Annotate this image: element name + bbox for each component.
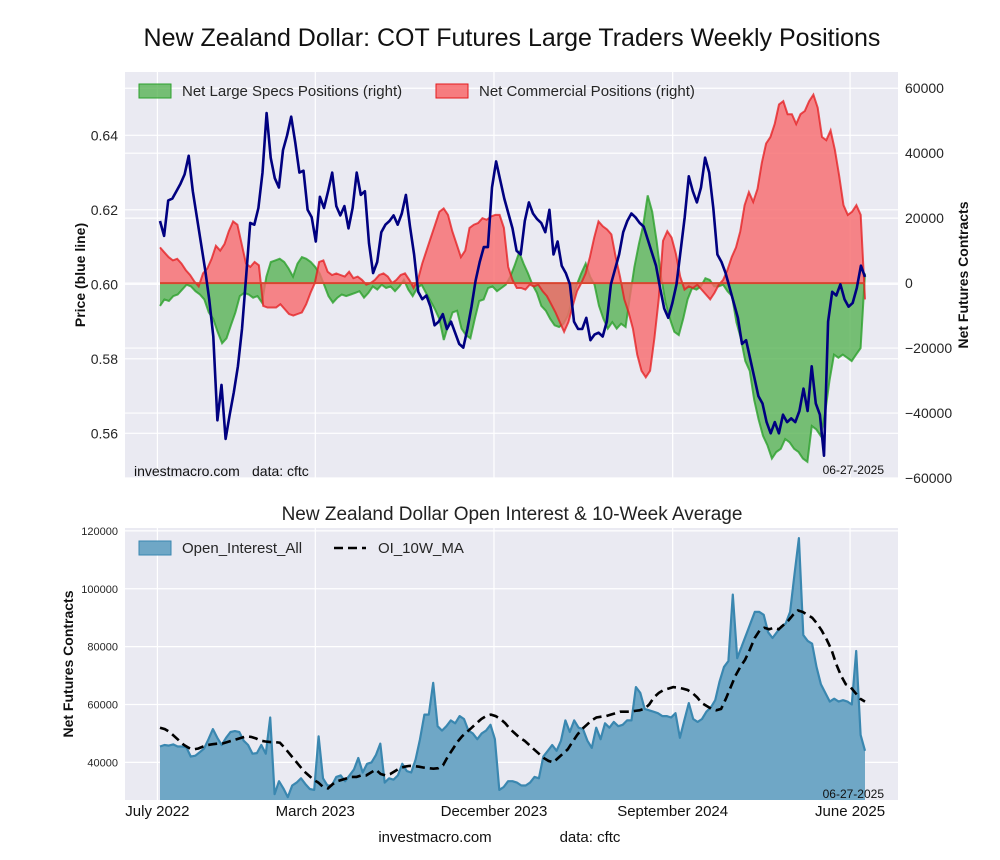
x-tick-label: March 2023: [276, 803, 355, 820]
main-title: New Zealand Dollar: COT Futures Large Tr…: [144, 24, 881, 52]
open-interest-tick-label: 60000: [87, 700, 118, 712]
net-contracts-tick-label: 40000: [905, 145, 944, 161]
open-interest-tick-label: 120000: [81, 526, 118, 538]
price-tick-label: 0.56: [91, 425, 118, 441]
net-contracts-axis-ticks: 60000 40000 20000 0 −20000 −40000 −60000: [905, 80, 952, 486]
open-interest-tick-label: 40000: [87, 757, 118, 769]
price-tick-label: 0.58: [91, 351, 118, 367]
footer-data: data: cftc: [560, 829, 621, 846]
legend-swatch-specs: [138, 83, 172, 99]
open-interest-area-group: [159, 537, 867, 800]
price-axis-ticks: 0.56 0.58 0.60 0.62 0.64: [91, 127, 118, 441]
price-line: [158, 111, 867, 457]
x-tick-label: December 2023: [441, 803, 548, 820]
x-tick-label: June 2025: [815, 803, 885, 820]
price-axis-label: Price (blue line): [72, 223, 88, 327]
open-interest-y-ticks: 120000 100000 80000 60000 40000: [81, 526, 118, 769]
legend-swatch-commercial: [435, 83, 469, 99]
open-interest-legend: Open_Interest_All OI_10W_MA: [138, 540, 464, 557]
net-contracts-tick-label: −40000: [905, 405, 952, 421]
x-tick-label: September 2024: [617, 803, 728, 820]
open-interest-line: [159, 537, 867, 799]
legend-swatch-oi: [138, 540, 172, 556]
price-line-group: [158, 111, 867, 457]
open-interest-axis-label: Net Futures Contracts: [60, 590, 76, 737]
commercial-area: [160, 94, 865, 378]
open-interest-title: New Zealand Dollar Open Interest & 10-We…: [282, 504, 743, 525]
positions-areas: [159, 92, 866, 464]
open-interest-tick-label: 100000: [81, 584, 118, 596]
positions-legend: Net Large Specs Positions (right) Net Co…: [138, 83, 695, 100]
net-contracts-tick-label: −20000: [905, 340, 952, 356]
x-tick-label: July 2022: [125, 803, 189, 820]
net-contracts-axis-label: Net Futures Contracts: [955, 201, 971, 348]
source-site-note: investmacro.com: [134, 463, 240, 479]
legend-label-commercial: Net Commercial Positions (right): [479, 83, 695, 100]
open-interest-chart: New Zealand Dollar Open Interest & 10-We…: [60, 504, 898, 820]
source-data-note: data: cftc: [252, 463, 309, 479]
net-contracts-tick-label: −60000: [905, 470, 952, 486]
moving-average-group: [159, 609, 866, 790]
specs-area: [160, 195, 865, 462]
open-interest-area: [160, 538, 865, 800]
open-interest-date-note: 06-27-2025: [823, 787, 885, 801]
legend-label-ma: OI_10W_MA: [378, 540, 464, 557]
x-axis-ticks: July 2022 March 2023 December 2023 Septembe…: [125, 803, 885, 820]
footer-site: investmacro.com: [378, 829, 491, 846]
price-tick-label: 0.60: [91, 276, 118, 292]
net-contracts-tick-label: 60000: [905, 80, 944, 96]
positions-chart: 0.56 0.58 0.60 0.62 0.64 60000 40000 20000 0 −20…: [72, 72, 971, 486]
legend-label-specs: Net Large Specs Positions (right): [182, 83, 402, 100]
commercial-line: [159, 92, 866, 380]
legend-label-oi: Open_Interest_All: [182, 540, 302, 557]
price-tick-label: 0.64: [91, 127, 118, 143]
positions-date-note: 06-27-2025: [823, 463, 885, 477]
specs-line: [159, 195, 866, 464]
net-contracts-tick-label: 0: [905, 275, 913, 291]
open-interest-tick-label: 80000: [87, 642, 118, 654]
net-contracts-tick-label: 20000: [905, 210, 944, 226]
price-tick-label: 0.62: [91, 202, 118, 218]
moving-average-line: [159, 609, 866, 790]
